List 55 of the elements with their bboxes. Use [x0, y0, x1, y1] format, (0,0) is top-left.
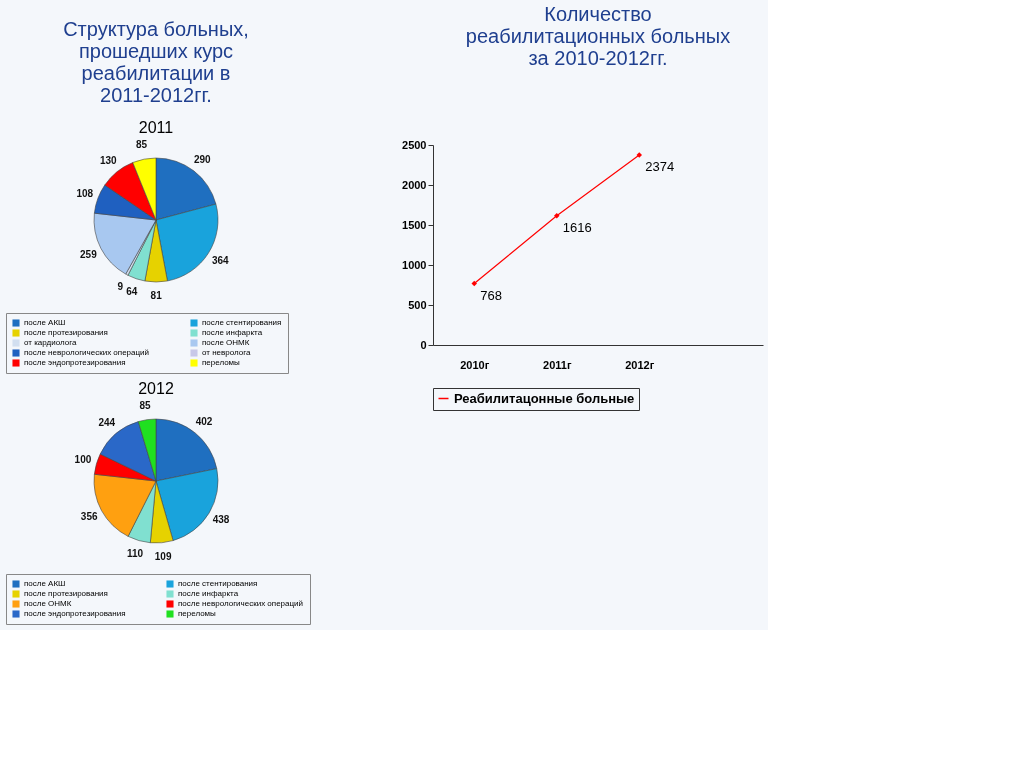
- data-label: 81: [150, 290, 163, 301]
- legend-label: после протезирования: [24, 589, 108, 598]
- data-label: 64: [126, 286, 138, 298]
- chart-title: Структура больных, прошедших курс реабилитации в 2011-2012гг.: [63, 18, 249, 107]
- data-label: 130: [99, 154, 118, 166]
- data-label: 290: [193, 153, 212, 165]
- data-label: 100: [74, 454, 92, 466]
- data-label: 438: [212, 514, 230, 526]
- data-label: 9: [117, 281, 124, 293]
- data-label: 402: [195, 416, 213, 428]
- legend-label: после неврологических операций: [178, 599, 304, 608]
- data-label: 364: [211, 254, 230, 266]
- y-tick-label: 2000: [402, 178, 427, 191]
- point: [471, 280, 477, 287]
- legend-label: после инфаркта: [202, 328, 263, 337]
- legend-label: после ОНМК: [24, 599, 72, 608]
- data-label: 109: [154, 550, 172, 562]
- data-label: 2374: [645, 159, 675, 175]
- legend-label: после АКШ: [24, 318, 66, 327]
- legend-label: переломы: [178, 609, 217, 618]
- x-tick-label: 2012г: [625, 358, 655, 371]
- legend-label: после стентирования: [178, 579, 258, 588]
- legend-label: после протезирования: [24, 328, 108, 337]
- legend-label: после ОНМК: [202, 338, 250, 347]
- y-tick-label: 500: [408, 298, 427, 311]
- legend-label: после неврологических операций: [24, 348, 150, 357]
- y-tick-label: 1500: [402, 218, 427, 231]
- legend-label: от невролога: [202, 348, 251, 357]
- data-label: 108: [76, 187, 94, 199]
- data-label: 85: [135, 139, 148, 151]
- y-tick-label: 2500: [402, 138, 427, 151]
- data-label: 244: [98, 417, 116, 429]
- y-tick-label: 1000: [402, 258, 427, 271]
- legend-label: после стентирования: [202, 318, 282, 327]
- point: [554, 212, 560, 219]
- data-label: 85: [139, 399, 152, 411]
- legend-label: переломы: [202, 358, 241, 367]
- chart-subtitle: 2011: [138, 119, 174, 137]
- legend-label: после эндопротезирования: [24, 358, 126, 367]
- legend-label: Реабилитацонные больные: [454, 390, 635, 406]
- data-label: 1616: [562, 219, 592, 235]
- legend-label: после инфаркта: [178, 589, 239, 598]
- point: [636, 152, 642, 158]
- y-tick-label: 0: [420, 338, 427, 351]
- data-label: 259: [80, 248, 98, 260]
- data-label: 356: [80, 511, 98, 523]
- legend-label: от кардиолога: [24, 338, 77, 347]
- data-label: 110: [126, 548, 144, 560]
- x-tick-label: 2011г: [543, 358, 572, 371]
- x-tick-label: 2010г: [460, 358, 490, 371]
- legend-label: после АКШ: [24, 579, 66, 588]
- chart-title: 2012: [138, 379, 174, 397]
- legend-label: после эндопротезирования: [24, 609, 126, 618]
- chart-title: Количество реабилитационных больных за 2010-2012гг.: [465, 3, 731, 69]
- data-label: 768: [480, 287, 502, 303]
